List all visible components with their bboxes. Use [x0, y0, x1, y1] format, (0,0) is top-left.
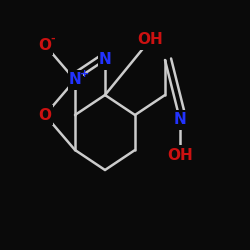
Bar [169, 145, 191, 165]
Bar [172, 110, 188, 130]
Text: OH: OH [137, 32, 163, 48]
Text: +: + [80, 69, 89, 79]
Bar [68, 70, 82, 90]
Text: N: N [68, 72, 82, 88]
Bar [98, 50, 112, 70]
Text: O: O [38, 108, 52, 122]
Bar [38, 105, 52, 125]
Text: N: N [98, 52, 112, 68]
Text: -: - [50, 34, 54, 44]
Text: OH: OH [167, 148, 193, 162]
Text: N: N [174, 112, 186, 128]
Bar [38, 35, 52, 55]
Text: O: O [38, 38, 52, 52]
Bar [139, 30, 161, 50]
